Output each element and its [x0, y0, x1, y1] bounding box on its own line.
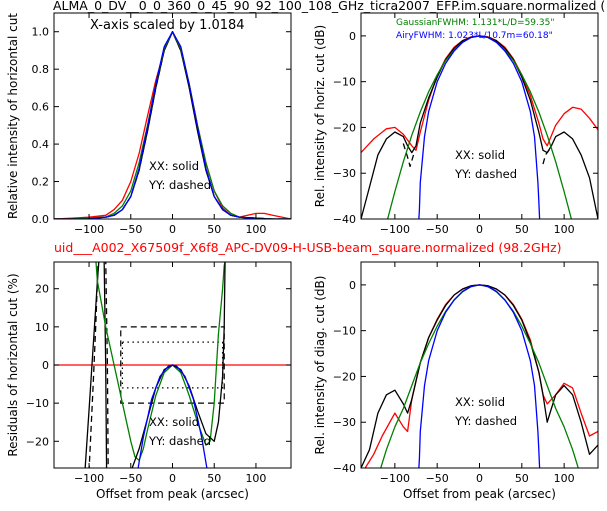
y-tick-label: 0: [42, 359, 49, 372]
y-axis-label: Rel. intensity of horiz. cut (dB): [313, 25, 327, 207]
y-tick-label: 20: [35, 283, 49, 296]
x-tick-label: −100: [380, 472, 410, 485]
fwhm-note: AiryFWHM: 1.023*L/10.7m=60.18": [396, 31, 553, 41]
series-line-green-solid: [386, 35, 573, 219]
series-line-blue-solid: [137, 364, 208, 468]
legend-text: YY: dashed: [454, 167, 517, 181]
series-line-green-solid: [380, 284, 579, 468]
series-line-black-solid: [361, 284, 598, 468]
chart-top-left: −100 −50 0 50 100 0.0 0.2 0.4 0.6 0.8 1.0 Relative …: [6, 12, 292, 236]
y-tick-label: −20: [26, 435, 49, 448]
series-line-black-solid: [103, 262, 108, 468]
x-axis-label: Offset from peak (arcsec): [403, 487, 556, 501]
legend-text: YY: dashed: [148, 434, 211, 448]
x-tick-label: 0: [476, 223, 483, 236]
y-axis-label: Relative intensity of horizontal cut: [6, 13, 20, 219]
chart-top-right: −100 −50 0 50 100 0 −10 −20 −30 −40 Rel. intensity…: [313, 12, 599, 236]
scale-annotation: X-axis scaled by 1.0184: [90, 18, 245, 33]
figure-top-title: ALMA_0_DV__0_0_360_0_45_90_92_100_108_GH…: [53, 0, 605, 13]
y-axis-label: Residuals of horizontal cut (%): [6, 273, 20, 456]
fwhm-note: GaussianFWHM: 1.131*L/D=59.35": [396, 18, 554, 28]
x-tick-label: 100: [245, 472, 266, 485]
x-tick-label: 100: [554, 472, 575, 485]
plot-area: [54, 31, 291, 219]
legend-text: YY: dashed: [148, 178, 211, 192]
series-line-blue-solid: [418, 284, 541, 468]
legend-text: XX: solid: [455, 395, 505, 409]
y-tick-label: −10: [26, 397, 49, 410]
y-tick-label: 0.2: [32, 176, 50, 189]
y-tick-label: 0: [349, 279, 356, 292]
plot-area: [361, 35, 598, 219]
legend-text: XX: solid: [149, 415, 199, 429]
y-tick-label: 0.6: [32, 101, 50, 114]
plot-area: [54, 262, 291, 468]
y-tick-label: 10: [35, 321, 49, 334]
x-tick-label: 0: [169, 472, 176, 485]
y-tick-label: −30: [333, 167, 356, 180]
y-tick-label: −10: [333, 325, 356, 338]
figure-mid-title: uid___A002_X67509f_X6f8_APC-DV09-H-USB-b…: [54, 240, 562, 255]
series-line-black-dashed: [542, 145, 552, 165]
y-tick-label: 0.0: [32, 213, 50, 226]
series-line-blue-solid: [54, 31, 291, 219]
box-dotted: [121, 341, 224, 389]
y-tick-label: 0.4: [32, 138, 50, 151]
y-tick-label: −20: [333, 121, 356, 134]
series-line-black-solid: [361, 35, 598, 219]
x-tick-label: −100: [380, 223, 410, 236]
series-line-red-solid: [361, 35, 598, 154]
box-dashed: [120, 326, 225, 404]
series-line-black-dashed: [88, 262, 99, 468]
y-tick-label: −10: [333, 76, 356, 89]
y-axis-label: Rel. intensity of diag. cut (dB): [313, 276, 327, 455]
legend-text: XX: solid: [149, 159, 199, 173]
y-tick-label: −40: [333, 462, 356, 475]
x-tick-label: 50: [207, 223, 221, 236]
chart-bottom-right: −100 −50 0 50 100 0 −10 −20 −30 −40 Rel. intensity…: [313, 261, 599, 501]
y-tick-label: 0.8: [32, 63, 50, 76]
x-tick-label: 100: [554, 223, 575, 236]
axes-frame: [360, 261, 599, 469]
y-tick-label: −40: [333, 213, 356, 226]
series-line-red-solid: [364, 284, 598, 468]
x-tick-label: −50: [119, 472, 142, 485]
x-tick-label: 50: [515, 472, 529, 485]
y-tick-label: 0: [349, 30, 356, 43]
x-tick-label: −50: [119, 223, 142, 236]
y-tick-label: 1.0: [32, 26, 50, 39]
x-tick-label: 0: [169, 223, 176, 236]
x-tick-label: −100: [74, 223, 104, 236]
series-line-blue-solid: [418, 35, 541, 219]
y-tick-label: −20: [333, 370, 356, 383]
x-axis-label: Offset from peak (arcsec): [96, 487, 249, 501]
series-line-green-solid: [95, 262, 226, 462]
x-tick-label: −100: [74, 472, 104, 485]
x-tick-label: 50: [515, 223, 529, 236]
y-tick-label: −30: [333, 416, 356, 429]
legend-text: XX: solid: [455, 148, 505, 162]
x-tick-label: −50: [426, 472, 449, 485]
x-tick-label: −50: [426, 223, 449, 236]
x-tick-label: 0: [476, 472, 483, 485]
series-line-black-dashed: [105, 262, 109, 468]
legend-text: YY: dashed: [454, 414, 517, 428]
x-tick-label: 50: [207, 472, 221, 485]
plot-area: [361, 284, 598, 468]
x-tick-label: 100: [245, 223, 266, 236]
